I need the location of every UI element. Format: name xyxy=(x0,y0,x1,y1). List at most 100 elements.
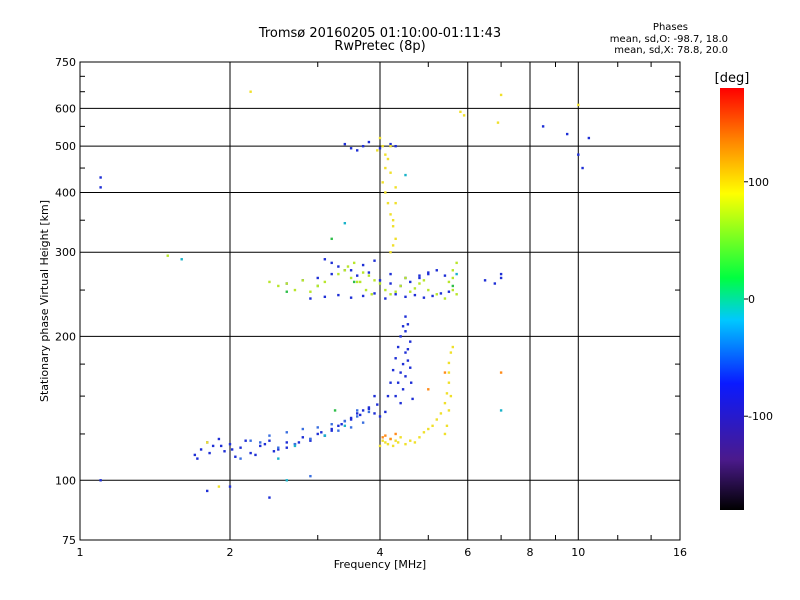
data-point xyxy=(378,279,382,282)
data-point xyxy=(386,201,390,205)
data-point xyxy=(381,439,384,442)
data-point xyxy=(483,279,487,282)
data-point xyxy=(337,272,340,276)
data-point xyxy=(316,284,319,288)
data-point xyxy=(389,144,392,148)
data-point xyxy=(447,371,451,374)
data-point xyxy=(367,407,371,411)
data-point xyxy=(384,166,387,170)
x-axis-label: Frequency [MHz] xyxy=(334,558,426,571)
data-point xyxy=(386,394,390,398)
data-point xyxy=(337,429,340,432)
data-point xyxy=(581,166,584,170)
data-point xyxy=(451,276,455,280)
data-point xyxy=(205,441,209,444)
data-point xyxy=(293,444,297,448)
data-point xyxy=(406,348,410,351)
data-point xyxy=(361,409,365,412)
data-point xyxy=(355,409,359,412)
data-point xyxy=(404,295,407,299)
data-point xyxy=(208,451,211,455)
data-point xyxy=(541,125,545,128)
data-point xyxy=(268,439,271,442)
data-point xyxy=(404,276,407,280)
data-point xyxy=(301,436,305,439)
y-tick-label: 100 xyxy=(55,474,76,487)
data-point xyxy=(343,419,347,423)
y-tick-label: 300 xyxy=(55,246,76,259)
data-point xyxy=(316,276,319,280)
data-point xyxy=(413,293,417,297)
data-point xyxy=(323,258,327,261)
data-point xyxy=(396,345,400,349)
data-point xyxy=(244,439,247,442)
data-point xyxy=(193,453,197,457)
data-point xyxy=(384,297,387,300)
data-point xyxy=(285,446,288,449)
data-point xyxy=(427,272,430,276)
data-point xyxy=(316,432,319,436)
data-point xyxy=(373,394,376,398)
data-point xyxy=(349,147,353,150)
y-tick-label: 600 xyxy=(55,102,76,115)
data-point xyxy=(99,176,102,179)
data-point xyxy=(391,219,395,222)
data-point xyxy=(239,446,242,449)
data-point xyxy=(330,261,333,265)
data-point xyxy=(361,294,365,298)
data-point xyxy=(268,280,271,284)
x-tick-label: 10 xyxy=(571,546,585,559)
data-point xyxy=(399,401,402,405)
data-point xyxy=(355,149,359,152)
data-point xyxy=(399,436,402,439)
data-point xyxy=(451,345,455,349)
data-point xyxy=(320,431,323,434)
y-tick-label: 500 xyxy=(55,140,76,153)
data-point xyxy=(367,271,371,274)
data-point xyxy=(389,213,392,216)
data-point xyxy=(376,149,379,152)
data-point xyxy=(404,330,407,333)
data-point xyxy=(401,325,405,328)
data-point xyxy=(228,442,232,446)
data-point xyxy=(352,261,356,265)
data-point xyxy=(239,457,242,460)
data-point xyxy=(455,293,458,296)
x-tick-label: 4 xyxy=(377,546,384,559)
data-point xyxy=(223,450,226,453)
data-point xyxy=(381,436,384,439)
data-point xyxy=(404,351,407,354)
data-point xyxy=(285,441,288,444)
data-point xyxy=(323,280,327,284)
data-point xyxy=(394,357,397,360)
data-point xyxy=(459,110,462,114)
data-point xyxy=(391,368,395,372)
data-point xyxy=(391,244,395,247)
data-point xyxy=(389,142,392,146)
data-point xyxy=(435,293,438,296)
data-point xyxy=(277,448,280,451)
data-point xyxy=(277,446,280,449)
data-point xyxy=(443,274,447,277)
data-point xyxy=(343,142,347,146)
data-point xyxy=(391,225,395,228)
data-point xyxy=(418,436,421,439)
data-point xyxy=(268,496,271,499)
data-point xyxy=(447,381,451,384)
data-point xyxy=(577,103,580,107)
data-point xyxy=(447,280,451,284)
data-point xyxy=(449,394,453,398)
data-point xyxy=(340,423,343,426)
data-point xyxy=(451,269,455,272)
data-point xyxy=(361,421,365,424)
data-point xyxy=(565,132,569,136)
data-point xyxy=(381,144,384,148)
data-point xyxy=(418,282,421,285)
data-point xyxy=(367,406,371,409)
data-point xyxy=(234,455,237,458)
data-point xyxy=(343,222,347,225)
data-point xyxy=(355,280,359,284)
data-point xyxy=(409,340,412,343)
data-point xyxy=(427,388,430,391)
data-point xyxy=(378,444,382,448)
